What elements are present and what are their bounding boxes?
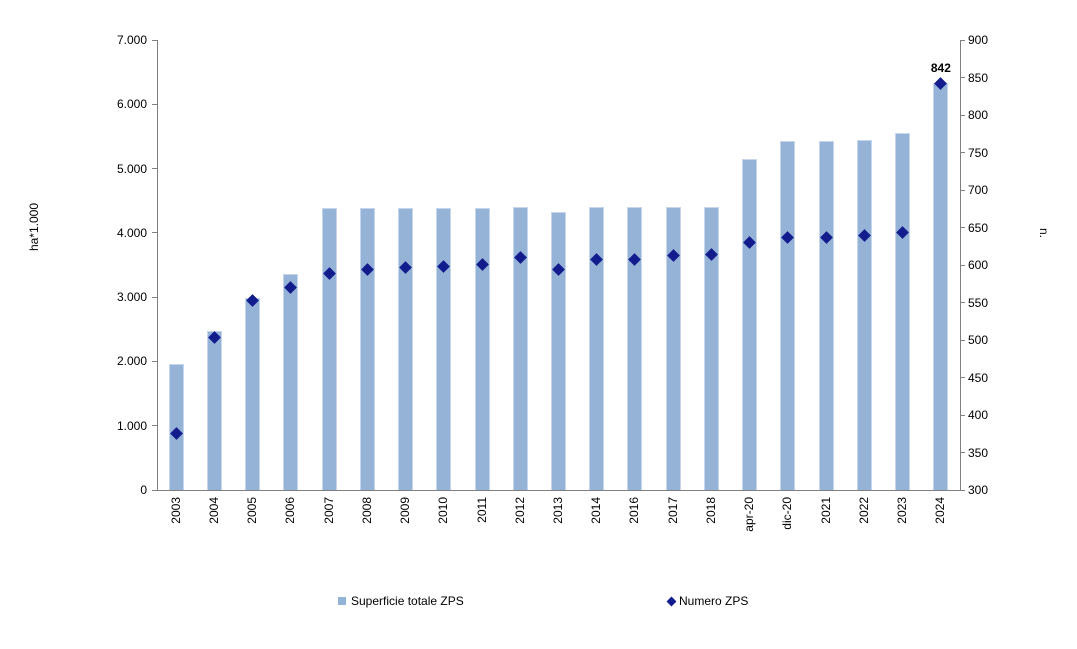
left-axis-tick [152,232,157,234]
legend-label-superficie: Superficie totale ZPS [351,594,464,608]
bar-2017 [665,206,681,490]
bar-series-swatch-icon [338,597,346,605]
x-tick-label-2024: 2024 [933,497,948,524]
bar-2014 [589,206,605,490]
right-axis-tick-label: 850 [968,70,989,85]
right-axis-tick-label: 300 [968,483,989,497]
bar-2016 [627,206,643,490]
right-axis-tick-label: 500 [968,333,989,347]
left-axis-tick-label: 0 [140,483,147,497]
right-axis-tick-label: 700 [968,183,989,197]
left-axis-tick [152,39,157,41]
right-axis-tick [960,189,965,191]
bar-2007 [321,207,337,490]
bar-2022 [856,140,872,490]
x-tick-label-2004: 2004 [206,497,221,524]
x-tick-label-2018: 2018 [703,497,718,524]
point-label-2024: 842 [930,60,951,75]
left-axis-tick [152,425,157,427]
left-axis-tick [152,489,157,491]
diamond-series-swatch-icon [666,596,677,606]
bar-2021 [818,140,834,490]
legend-item-superficie: Superficie totale ZPS [338,594,464,608]
x-tick-label-2021: 2021 [818,497,833,524]
x-tick-label-apr-20: apr-20 [742,497,757,532]
right-axis-title: n. [1037,228,1051,239]
left-axis-tick-label: 2.000 [116,354,147,369]
bar-2008 [359,208,375,490]
x-tick-label-2006: 2006 [283,497,298,524]
x-tick-label-2022: 2022 [856,497,871,524]
right-axis-tick [960,264,965,266]
bar-2024 [933,83,949,490]
bar-2005 [245,298,261,490]
x-tick-label-2005: 2005 [245,497,260,524]
right-axis-tick-label: 900 [968,33,989,47]
right-axis-tick [960,302,965,303]
left-axis-tick-label: 5.000 [116,161,147,176]
x-tick-label-2016: 2016 [627,497,642,524]
x-tick-label-2012: 2012 [512,497,527,524]
x-tick-label-2007: 2007 [321,497,336,524]
right-axis-tick [960,114,965,116]
left-axis-title: ha*1.000 [27,203,41,252]
left-axis-tick [152,168,157,170]
x-tick-label-dic-20: dic-20 [780,497,795,530]
legend-item-numero: Numero ZPS [666,594,749,608]
right-axis-tick [960,77,965,78]
left-axis-tick-label: 7.000 [116,33,147,47]
right-axis-tick-label: 550 [968,295,989,310]
left-axis-tick [152,360,157,362]
right-axis-tick [960,414,965,416]
left-axis-tick-label: 3.000 [116,290,147,305]
left-axis-tick [152,296,157,298]
right-axis-tick-label: 350 [968,445,989,460]
right-axis-tick [960,452,965,453]
bar-2011 [474,207,490,490]
right-axis-tick-label: 400 [968,408,989,422]
left-axis-tick-label: 6.000 [116,97,147,112]
right-axis-tick-label: 800 [968,108,989,122]
left-axis-tick-label: 1.000 [116,418,147,433]
right-axis-tick-label: 600 [968,258,989,272]
bar-2012 [512,206,528,490]
right-axis-tick [960,377,965,378]
legend-label-numero: Numero ZPS [679,594,749,608]
x-tick-label-2011: 2011 [474,497,489,523]
left-axis-tick [152,103,157,105]
x-tick-label-2023: 2023 [895,497,910,524]
bar-2010 [436,208,452,490]
left-axis-line [157,40,158,491]
right-axis-tick-label: 450 [968,370,989,385]
x-axis-line [157,490,961,491]
right-axis-tick [960,489,965,491]
x-tick-label-2009: 2009 [398,497,413,524]
right-axis-tick-label: 650 [968,220,989,235]
x-tick-label-2003: 2003 [168,497,183,524]
right-axis-tick-label: 750 [968,145,989,160]
bar-2003 [168,364,184,490]
x-tick-label-2014: 2014 [589,497,604,524]
right-axis-tick [960,227,965,228]
bar-2023 [895,132,911,490]
x-tick-label-2013: 2013 [551,497,565,524]
x-tick-label-2010: 2010 [436,497,451,524]
bar-2004 [206,330,222,490]
right-axis-tick [960,152,965,153]
bar-2018 [703,206,719,490]
x-tick-label-2008: 2008 [359,497,374,524]
right-axis-line [960,40,961,491]
x-tick-label-2017: 2017 [665,497,680,524]
bar-2009 [398,208,414,490]
bar-dic-20 [780,140,796,490]
left-axis-tick-label: 4.000 [116,225,147,240]
bar-2006 [283,274,299,490]
bar-2013 [551,211,566,490]
bar-apr-20 [742,158,758,490]
right-axis-tick [960,339,965,341]
right-axis-tick [960,39,965,41]
